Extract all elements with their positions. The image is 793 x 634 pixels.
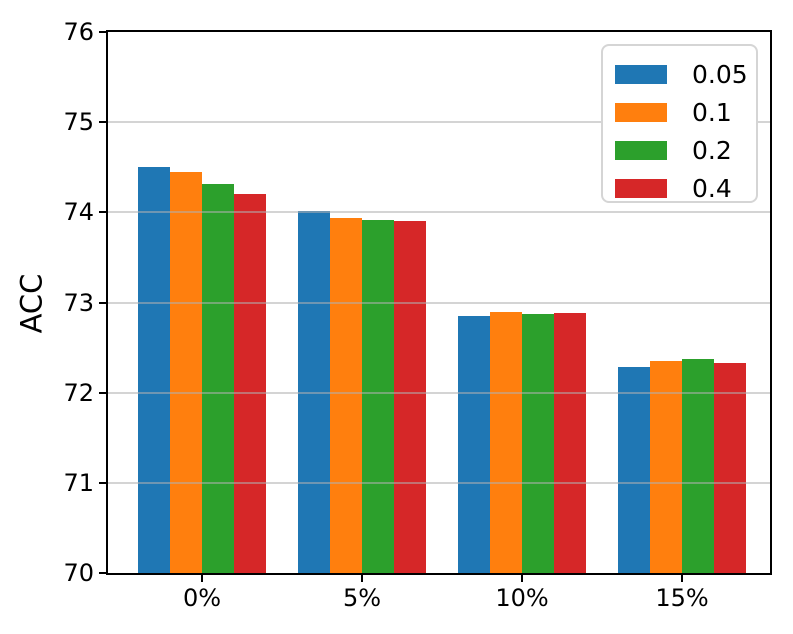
legend-label: 0.05 [692, 59, 748, 89]
y-tick-76 [99, 31, 106, 33]
legend-label: 0.2 [692, 135, 732, 165]
x-tick-15% [681, 575, 683, 582]
x-tick-0% [201, 575, 203, 582]
x-tick-label-5%: 5% [342, 584, 382, 612]
y-tick-label-72: 72 [63, 378, 94, 407]
bar-0.1-5% [330, 217, 362, 573]
gridline-74 [108, 211, 770, 214]
legend-color-swatch-0.2 [615, 140, 667, 160]
bar-0.4-5% [394, 221, 426, 573]
bar-0.05-10% [458, 316, 490, 573]
bar-0.1-10% [490, 311, 522, 573]
legend-label: 0.4 [692, 173, 732, 203]
x-tick-5% [361, 575, 363, 582]
legend-label: 0.1 [692, 97, 732, 127]
y-tick-label-76: 76 [63, 18, 94, 46]
bar-0.2-0% [202, 184, 234, 573]
y-tick-label-71: 71 [63, 468, 94, 497]
bar-0.05-0% [138, 167, 170, 573]
legend-item-0.2: 0.2 [615, 131, 756, 169]
y-tick-73 [99, 301, 106, 304]
gridline-75 [108, 121, 770, 124]
y-tick-label-73: 73 [63, 288, 94, 317]
x-tick-label-10%: 10% [495, 584, 549, 612]
legend-item-0.05: 0.05 [615, 55, 756, 93]
legend-color-swatch-0.4 [615, 178, 667, 198]
y-tick-label-70: 70 [63, 559, 94, 587]
bar-0.4-0% [234, 194, 266, 573]
bar-0.4-10% [554, 313, 586, 573]
legend-item-0.1: 0.1 [615, 93, 756, 131]
gridline-73 [108, 301, 770, 304]
x-tick-label-15%: 15% [655, 584, 709, 612]
y-tick-75 [99, 121, 106, 124]
y-tick-71 [99, 481, 106, 484]
y-tick-70 [99, 572, 106, 574]
bar-0.1-15% [650, 361, 682, 573]
legend-color-swatch-0.05 [615, 64, 667, 84]
y-tick-label-74: 74 [63, 198, 94, 227]
y-tick-label-75: 75 [63, 108, 94, 137]
bar-0.05-15% [618, 367, 650, 573]
x-tick-10% [521, 575, 523, 582]
x-tick-label-0%: 0% [182, 584, 222, 612]
bar-0.2-15% [682, 359, 714, 573]
legend-item-0.4: 0.4 [615, 169, 756, 207]
gridline-72 [108, 391, 770, 394]
legend-color-swatch-0.1 [615, 102, 667, 122]
bar-0.2-10% [522, 314, 554, 573]
bar-0.2-5% [362, 220, 394, 573]
y-tick-74 [99, 211, 106, 214]
legend: 0.05 0.1 0.2 0.4 [601, 44, 758, 203]
bar-0.4-15% [714, 362, 746, 573]
y-tick-72 [99, 391, 106, 394]
plot-canvas [108, 32, 770, 573]
gridline-71 [108, 481, 770, 484]
bar-0.1-0% [170, 171, 202, 573]
